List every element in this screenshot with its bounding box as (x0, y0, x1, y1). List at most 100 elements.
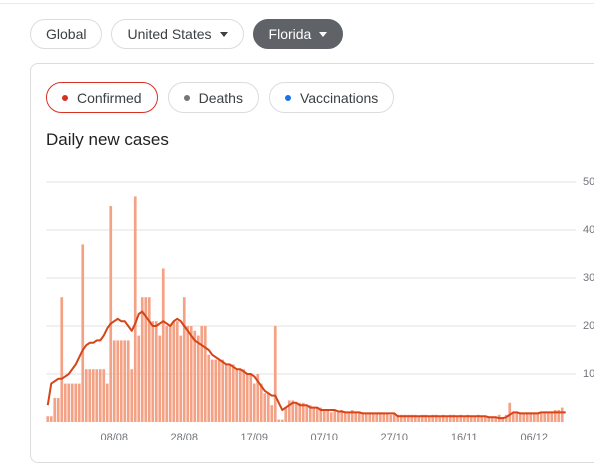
moving-average-line (46, 310, 566, 420)
bar (312, 407, 316, 422)
bar (154, 321, 158, 422)
bar (140, 297, 144, 422)
bar (112, 340, 116, 422)
bar (224, 364, 228, 422)
bar (375, 413, 379, 422)
bar (56, 398, 60, 422)
metric-chip[interactable]: Vaccinations (268, 82, 395, 113)
bar (410, 414, 414, 422)
bar (368, 412, 372, 422)
bar (385, 413, 389, 422)
bar (452, 414, 456, 422)
y-tick-label: 40 (583, 224, 594, 236)
bar (210, 359, 214, 422)
bar (343, 412, 347, 422)
bar (508, 402, 512, 422)
bar (298, 402, 302, 422)
bar (284, 407, 288, 422)
bar (550, 411, 554, 422)
bar (340, 410, 344, 422)
y-tick-label: 10 (583, 368, 594, 380)
bar (189, 326, 193, 422)
bar (126, 340, 130, 422)
bar (207, 354, 211, 422)
filter-label: Florida (268, 26, 312, 42)
dropdown-caret (319, 31, 328, 37)
bar (221, 359, 225, 422)
metric-dot (183, 94, 190, 101)
bar (165, 326, 169, 422)
dropdown-caret (219, 31, 228, 37)
bar (147, 297, 151, 422)
bar (123, 340, 127, 422)
bar (203, 326, 207, 422)
bar (462, 416, 466, 422)
filter-global[interactable]: Global (30, 19, 103, 49)
bar (228, 364, 232, 422)
bar (487, 417, 491, 422)
bar (490, 417, 494, 422)
bar (291, 400, 295, 422)
bar (357, 412, 361, 422)
bar (273, 326, 277, 422)
x-tick-label: 06/12 (520, 432, 548, 440)
bar (417, 416, 421, 422)
bar (294, 402, 298, 422)
bar (361, 412, 365, 422)
bar (445, 416, 449, 422)
metric-tabs: Confirmed Deaths Vaccinations (46, 82, 395, 113)
bar (277, 419, 281, 422)
bar (46, 416, 50, 422)
filter-state[interactable]: Florida (252, 19, 344, 49)
bar (399, 414, 403, 422)
bar (287, 400, 291, 422)
bar (91, 369, 95, 422)
bar (483, 416, 487, 422)
metric-chip[interactable]: Confirmed (46, 82, 158, 113)
bar (81, 244, 85, 422)
bar (182, 297, 186, 422)
bar (382, 413, 386, 422)
bar (529, 412, 533, 422)
bar (494, 417, 498, 422)
bar (179, 335, 183, 422)
metric-chip[interactable]: Deaths (167, 82, 259, 113)
metric-dot (62, 94, 68, 101)
bar (119, 340, 123, 422)
bar (266, 393, 270, 422)
bar (77, 383, 81, 422)
bar (424, 414, 428, 422)
bar (455, 416, 459, 422)
bar (280, 419, 284, 422)
top-divider (0, 0, 594, 4)
bar (67, 383, 71, 422)
bar (392, 413, 396, 422)
bar (539, 412, 543, 422)
y-tick-label: 30 (583, 272, 594, 284)
bar (333, 410, 337, 422)
bar (158, 335, 162, 422)
bar (459, 414, 463, 422)
bar (49, 416, 53, 422)
bar (186, 326, 190, 422)
bar (441, 414, 445, 422)
bar (543, 411, 547, 422)
bar (466, 414, 470, 422)
x-tick-label: 27/10 (380, 432, 408, 440)
bar (270, 405, 274, 422)
filter-country[interactable]: United States (111, 19, 244, 49)
bar (371, 413, 375, 422)
bar (557, 410, 561, 422)
bar (480, 416, 484, 422)
bar (200, 326, 204, 422)
chart-title: Daily new cases (46, 130, 169, 149)
bar (536, 412, 540, 422)
bar (231, 364, 235, 422)
bar (133, 196, 137, 422)
bar (249, 374, 253, 422)
x-tick-label: 17/09 (240, 432, 268, 440)
bar (518, 412, 522, 422)
x-tick-label: 28/08 (170, 432, 198, 440)
bar (469, 416, 473, 422)
bar (560, 407, 564, 422)
